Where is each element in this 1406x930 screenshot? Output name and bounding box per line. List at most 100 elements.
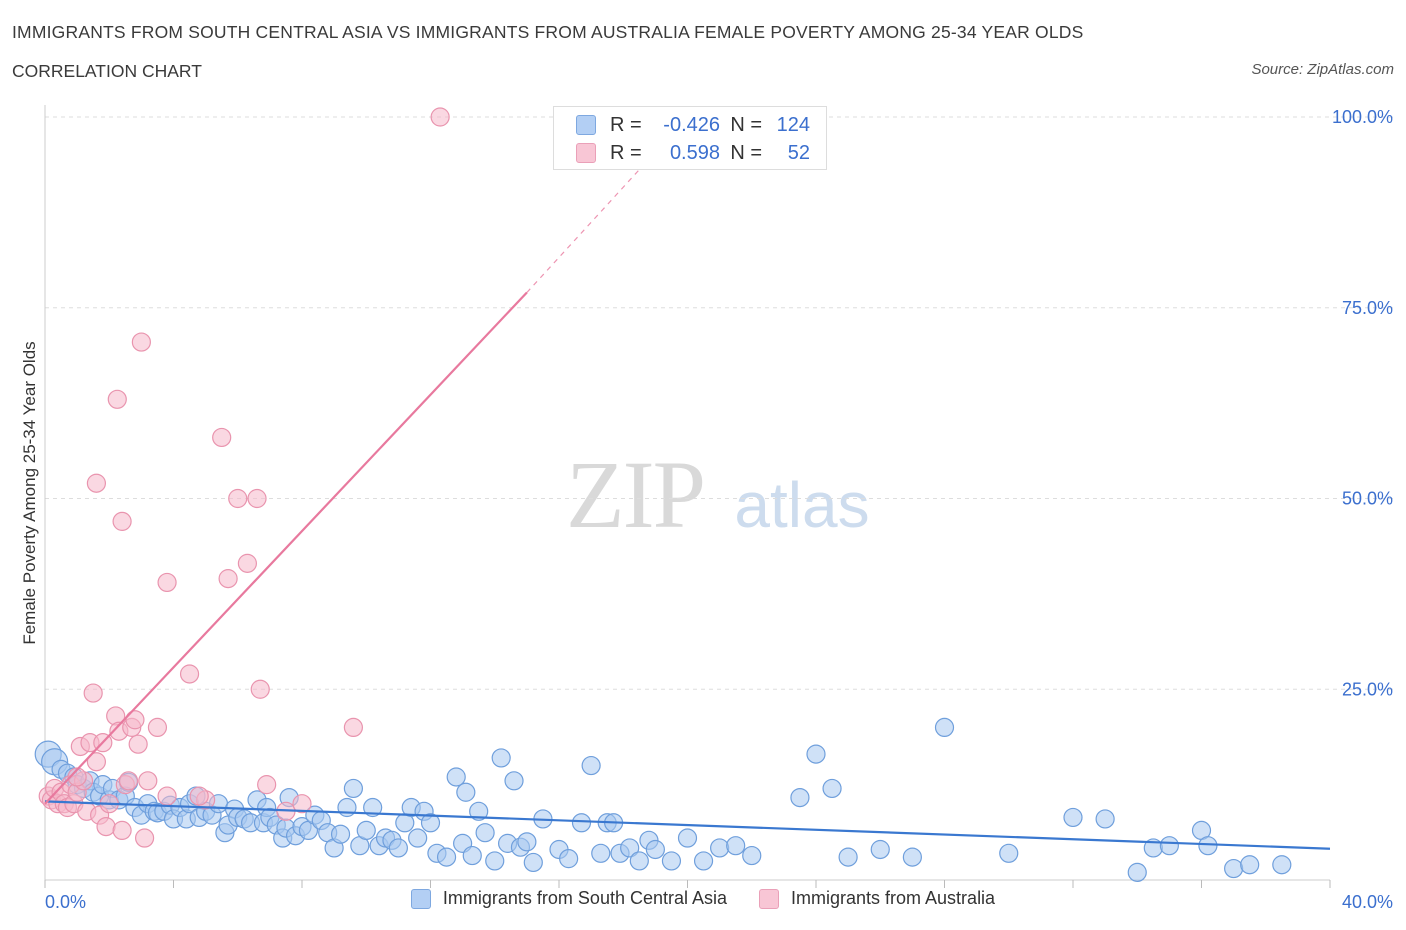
data-point bbox=[128, 734, 148, 754]
data-point bbox=[806, 744, 826, 764]
data-point bbox=[1063, 807, 1083, 828]
data-point bbox=[581, 755, 601, 776]
trendline-australia bbox=[44, 291, 528, 805]
correlation-legend: R = -0.426 N = 124 R = 0.598 N = 52 bbox=[553, 106, 827, 170]
data-point bbox=[677, 828, 698, 848]
watermark-atlas: atlas bbox=[734, 469, 869, 541]
legend-swatch-pink bbox=[759, 888, 780, 909]
data-point bbox=[485, 851, 505, 871]
data-point bbox=[491, 748, 511, 768]
data-point bbox=[1272, 855, 1292, 875]
series-australia bbox=[38, 107, 450, 848]
data-point bbox=[112, 511, 132, 531]
data-point bbox=[475, 823, 495, 843]
data-point bbox=[247, 488, 267, 509]
data-point bbox=[218, 569, 238, 589]
data-point bbox=[107, 389, 127, 409]
data-point bbox=[430, 107, 450, 127]
data-point bbox=[645, 839, 665, 860]
data-point bbox=[462, 845, 482, 866]
data-point bbox=[292, 794, 312, 814]
data-point bbox=[629, 851, 649, 871]
data-point bbox=[469, 801, 489, 821]
data-point bbox=[661, 851, 682, 871]
legend-swatch-pink bbox=[576, 143, 596, 163]
data-point bbox=[83, 683, 103, 703]
gridlines bbox=[45, 116, 1393, 690]
data-point bbox=[330, 824, 351, 844]
data-point bbox=[1127, 862, 1147, 882]
data-point bbox=[67, 767, 87, 787]
data-point bbox=[250, 679, 270, 699]
legend-r-value: -0.426 bbox=[663, 113, 720, 136]
legend-n-label: N = bbox=[730, 113, 762, 136]
data-point bbox=[134, 828, 155, 848]
data-point bbox=[559, 849, 579, 869]
series-south-central-asia bbox=[34, 717, 1292, 882]
data-point bbox=[591, 843, 611, 863]
y-tick-label: 25.0% bbox=[1342, 679, 1393, 699]
data-point bbox=[790, 787, 810, 808]
data-point bbox=[504, 771, 524, 791]
legend-n-value: 52 bbox=[787, 141, 810, 164]
source-label: Source: ZipAtlas.com bbox=[1251, 61, 1394, 78]
y-tick-label: 75.0% bbox=[1342, 298, 1393, 318]
legend-item-australia[interactable]: Immigrants from Australia bbox=[759, 888, 995, 909]
data-point bbox=[189, 786, 209, 806]
data-point bbox=[131, 332, 151, 352]
legend-swatch-blue bbox=[576, 115, 596, 135]
legend-swatch-blue bbox=[410, 888, 431, 909]
data-point bbox=[125, 710, 145, 730]
x-tick-label-min: 0.0% bbox=[45, 892, 86, 912]
data-point bbox=[157, 786, 177, 806]
data-point bbox=[934, 717, 955, 738]
data-point bbox=[1095, 809, 1115, 829]
data-point bbox=[96, 816, 116, 837]
legend-label: Immigrants from South Central Asia bbox=[442, 888, 728, 908]
chart-subtitle: CORRELATION CHART bbox=[12, 61, 202, 81]
data-point bbox=[118, 771, 139, 791]
y-tick-labels: 25.0% 50.0% 75.0% 100.0% bbox=[1332, 107, 1393, 699]
legend-r-value: 0.598 bbox=[669, 141, 720, 164]
data-point bbox=[436, 847, 457, 867]
y-tick-label: 100.0% bbox=[1332, 107, 1393, 127]
data-point bbox=[523, 852, 543, 873]
data-point bbox=[742, 845, 762, 866]
legend-n-label: N = bbox=[730, 141, 762, 164]
data-point bbox=[838, 847, 858, 867]
data-point bbox=[822, 778, 842, 799]
data-point bbox=[212, 427, 232, 448]
chart-title: IMMIGRANTS FROM SOUTH CENTRAL ASIA VS IM… bbox=[12, 22, 1084, 42]
legend-r-label: R = bbox=[610, 113, 642, 136]
legend-n-value: 124 bbox=[776, 113, 810, 136]
data-point bbox=[1159, 836, 1179, 856]
data-point bbox=[157, 572, 177, 593]
x-ticks bbox=[44, 880, 1331, 888]
data-point bbox=[388, 838, 408, 858]
data-point bbox=[237, 553, 257, 573]
data-point bbox=[86, 473, 107, 493]
data-point bbox=[1198, 836, 1218, 856]
data-point bbox=[571, 813, 592, 833]
data-point bbox=[1224, 858, 1244, 879]
watermark-zip: ZIP bbox=[566, 441, 704, 548]
legend-row-pink: R = 0.598 N = 52 bbox=[576, 139, 810, 167]
data-point bbox=[420, 813, 441, 833]
data-point bbox=[620, 838, 640, 858]
legend-item-south-central-asia[interactable]: Immigrants from South Central Asia bbox=[410, 888, 728, 909]
data-point bbox=[408, 828, 428, 848]
data-point bbox=[138, 771, 158, 791]
data-point bbox=[147, 717, 168, 738]
y-tick-label: 50.0% bbox=[1342, 489, 1393, 509]
data-point bbox=[179, 664, 200, 684]
legend-row-blue: R = -0.426 N = 124 bbox=[576, 111, 810, 139]
data-point bbox=[86, 752, 107, 772]
legend-r-label: R = bbox=[610, 141, 642, 164]
data-point bbox=[710, 838, 730, 858]
data-point bbox=[693, 851, 714, 871]
data-point bbox=[870, 839, 890, 860]
data-point bbox=[456, 782, 476, 802]
series-legend: Immigrants from South Central Asia Immig… bbox=[0, 888, 1406, 909]
data-point bbox=[343, 717, 363, 738]
